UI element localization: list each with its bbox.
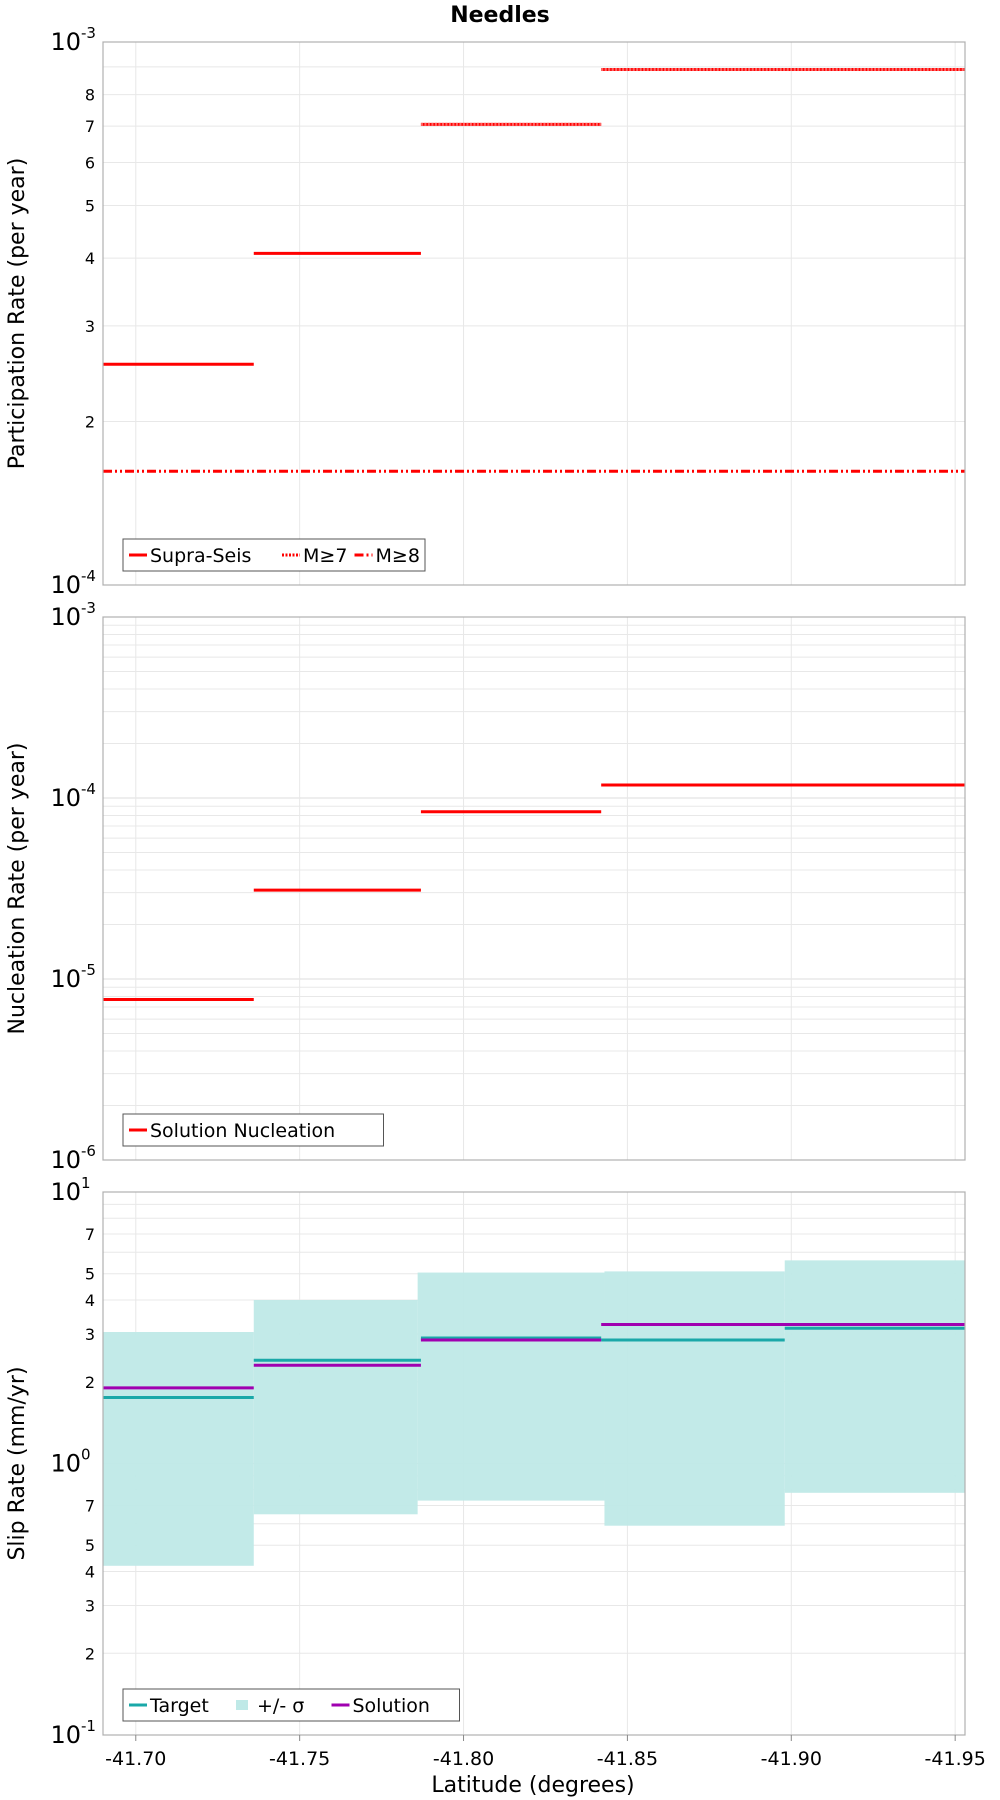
series-supra-seis xyxy=(103,67,965,366)
x-tick-label: -41.75 xyxy=(269,1748,330,1770)
legend-box xyxy=(122,1688,460,1722)
y-major-tick-label: 10 xyxy=(50,1178,81,1206)
chart-title: Needles xyxy=(450,3,550,28)
legend-box xyxy=(122,1113,384,1147)
plot-frame xyxy=(102,41,966,586)
y-major-tick-label: 10 xyxy=(50,28,81,56)
y-major-tick-label: 10 xyxy=(50,1721,81,1749)
series-solution-nucleation xyxy=(103,783,965,1002)
grid xyxy=(103,617,965,1161)
y-minor-tick-label: 2 xyxy=(85,1644,95,1663)
x-axis: -41.70 -41.75 -41.80 -41.85 -41.90 -41.95 xyxy=(105,1735,986,1770)
x-tick-label: -41.85 xyxy=(597,1748,658,1770)
series-m-7 xyxy=(420,67,965,126)
y-minor-tick-label: 7 xyxy=(85,1225,95,1244)
y-major-tick-exponent: -1 xyxy=(81,1717,96,1735)
y-major-tick-label: 10 xyxy=(50,603,81,631)
y-minor-tick-label: 5 xyxy=(85,196,95,215)
sigma-band-segment xyxy=(417,1272,605,1501)
sigma-band-segment xyxy=(253,1300,418,1515)
y-tick-labels: 10-310-410-510-6 xyxy=(50,599,96,1174)
x-tick-label: -41.95 xyxy=(925,1748,986,1770)
y-major-tick-label: 10 xyxy=(50,784,81,812)
y-minor-tick-label: 4 xyxy=(85,1563,95,1582)
y-axis-label: Nucleation Rate (per year) xyxy=(5,743,30,1035)
y-major-tick-exponent: 1 xyxy=(81,1174,91,1192)
legend-label: Solution Nucleation xyxy=(150,1120,335,1142)
y-minor-tick-label: 7 xyxy=(85,117,95,136)
y-minor-tick-label: 5 xyxy=(85,1265,95,1284)
y-major-tick-label: 10 xyxy=(50,1146,81,1174)
legend: Solution Nucleation xyxy=(122,1113,384,1147)
legend-label: M≥8 xyxy=(376,545,420,567)
legend-label: Target xyxy=(149,1695,209,1717)
y-minor-tick-label: 2 xyxy=(85,413,95,432)
series-target xyxy=(103,1326,965,1400)
legend-label: M≥7 xyxy=(303,545,347,567)
y-major-tick-exponent: -3 xyxy=(81,24,96,42)
y-minor-tick-label: 6 xyxy=(85,153,95,172)
y-major-tick-label: 10 xyxy=(50,1450,81,1478)
y-major-tick-label: 10 xyxy=(50,571,81,599)
plot-frame xyxy=(102,1191,966,1736)
grid xyxy=(103,42,965,586)
y-minor-tick-label: 7 xyxy=(85,1497,95,1516)
y-major-tick-exponent: -4 xyxy=(81,567,96,585)
y-minor-tick-label: 4 xyxy=(85,1291,95,1310)
y-minor-tick-label: 4 xyxy=(85,249,95,268)
series-solution xyxy=(103,1323,965,1390)
y-axis-label: Slip Rate (mm/yr) xyxy=(5,1366,30,1560)
plot-frame xyxy=(102,616,966,1161)
y-major-tick-exponent: -5 xyxy=(81,961,96,979)
y-minor-tick-label: 3 xyxy=(85,1325,95,1344)
legend-swatch xyxy=(236,1700,248,1710)
y-minor-tick-label: 8 xyxy=(85,86,95,105)
y-minor-tick-label: 3 xyxy=(85,317,95,336)
legend: Supra-Seis M≥7 M≥8 xyxy=(122,538,426,572)
y-minor-tick-label: 5 xyxy=(85,1536,95,1555)
x-axis-label: Latitude (degrees) xyxy=(431,1773,634,1798)
sigma-band-segment xyxy=(784,1260,965,1493)
legend-label: Solution xyxy=(353,1695,430,1717)
sigma-band xyxy=(103,1260,965,1566)
y-minor-tick-label: 3 xyxy=(85,1596,95,1615)
y-major-tick-exponent: -4 xyxy=(81,780,96,798)
legend-box xyxy=(122,538,426,572)
sigma-band-segment xyxy=(103,1332,254,1566)
x-tick-label: -41.80 xyxy=(433,1748,494,1770)
y-major-tick-exponent: -6 xyxy=(81,1142,96,1160)
x-tick-label: -41.70 xyxy=(105,1748,166,1770)
sigma-band-segment xyxy=(604,1271,785,1526)
y-major-tick-exponent: -3 xyxy=(81,599,96,617)
y-major-tick-label: 10 xyxy=(50,965,81,993)
x-tick-label: -41.90 xyxy=(761,1748,822,1770)
legend: Target +/- σ Solution xyxy=(122,1688,460,1722)
legend-label: +/- σ xyxy=(257,1695,304,1717)
y-major-tick-exponent: 0 xyxy=(81,1446,91,1464)
legend-label: Supra-Seis xyxy=(150,545,251,567)
y-minor-tick-label: 2 xyxy=(85,1373,95,1392)
y-axis-label: Participation Rate (per year) xyxy=(5,158,30,470)
